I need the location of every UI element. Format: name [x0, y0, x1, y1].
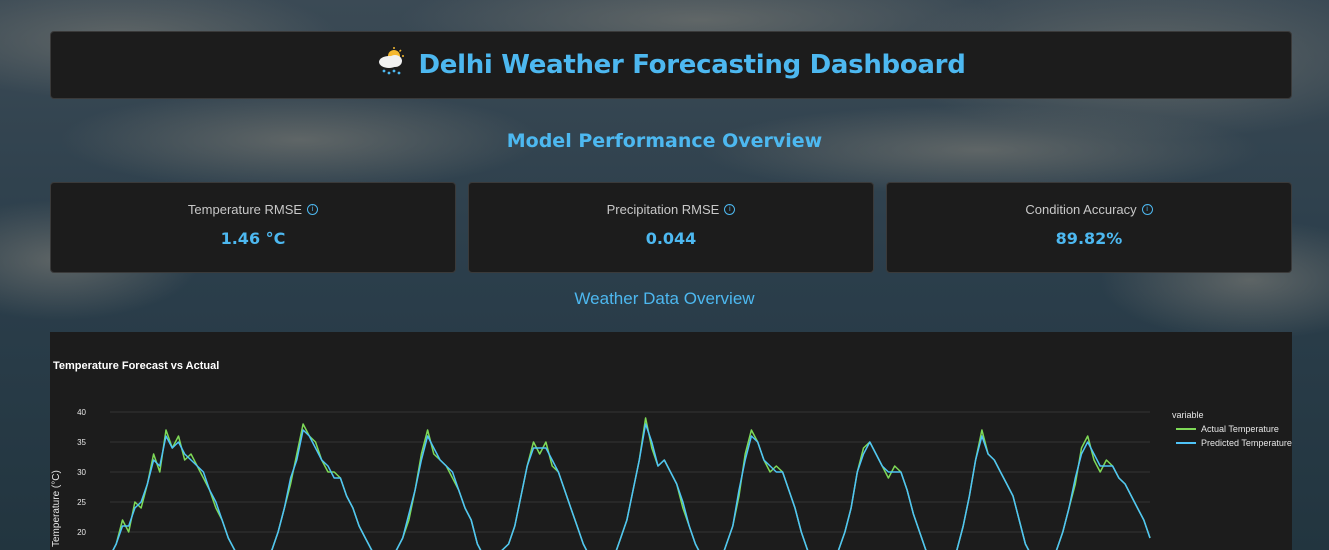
dashboard-title: Delhi Weather Forecasting Dashboard — [376, 46, 966, 84]
performance-section-title: Model Performance Overview — [506, 130, 823, 152]
dashboard-title-text: Delhi Weather Forecasting Dashboard — [418, 50, 966, 80]
weather-overview-title: Weather Data Overview — [574, 289, 755, 308]
metric-value: 1.46 °C — [220, 229, 286, 248]
y-tick-label: 20 — [77, 528, 86, 537]
y-axis-ticks: 20 25 30 35 40 — [77, 408, 86, 537]
legend-item-actual[interactable]: Actual Temperature — [1176, 424, 1279, 434]
metric-label: Precipitation RMSE — [606, 202, 720, 217]
chart-grid — [110, 411, 1150, 533]
metric-value: 89.82% — [1055, 229, 1123, 248]
y-tick-label: 35 — [77, 438, 86, 447]
info-icon[interactable]: i — [307, 204, 319, 215]
metric-value: 0.044 — [645, 229, 697, 248]
legend-label-predicted: Predicted Temperature — [1201, 438, 1292, 448]
chart-lines — [112, 417, 1151, 550]
y-tick-label: 30 — [77, 468, 86, 477]
series-line-actual — [112, 417, 1151, 550]
y-axis-label: Temperature (°C) — [51, 470, 62, 547]
y-tick-label: 25 — [77, 498, 86, 507]
series-line-predicted — [112, 423, 1151, 550]
chart-legend[interactable]: variable Actual Temperature Predicted Te… — [1172, 410, 1292, 448]
metric-label: Condition Accuracy — [1025, 202, 1137, 217]
chart-title: Temperature Forecast vs Actual — [53, 360, 219, 372]
legend-label-actual: Actual Temperature — [1201, 424, 1279, 434]
temperature-chart-panel[interactable]: Temperature Forecast vs Actual 20 25 30 35 4… — [50, 332, 1292, 550]
info-icon[interactable]: i — [1141, 204, 1153, 215]
legend-title: variable — [1172, 410, 1204, 420]
info-icon[interactable]: i — [724, 204, 736, 215]
metric-label: Temperature RMSE — [187, 202, 303, 217]
legend-item-predicted[interactable]: Predicted Temperature — [1176, 438, 1292, 448]
temperature-chart[interactable]: Temperature Forecast vs Actual 20 25 30 35 4… — [50, 332, 1292, 550]
cloud-sun-rain-icon — [376, 46, 408, 84]
header-card: Delhi Weather Forecasting Dashboard — [50, 31, 1292, 99]
metric-card-condition-accuracy: Condition Accuracy i 89.82% — [886, 182, 1292, 273]
metric-card-temperature-rmse: Temperature RMSE i 1.46 °C — [50, 182, 456, 273]
y-tick-label: 40 — [77, 408, 86, 417]
metric-card-precipitation-rmse: Precipitation RMSE i 0.044 — [468, 182, 874, 273]
